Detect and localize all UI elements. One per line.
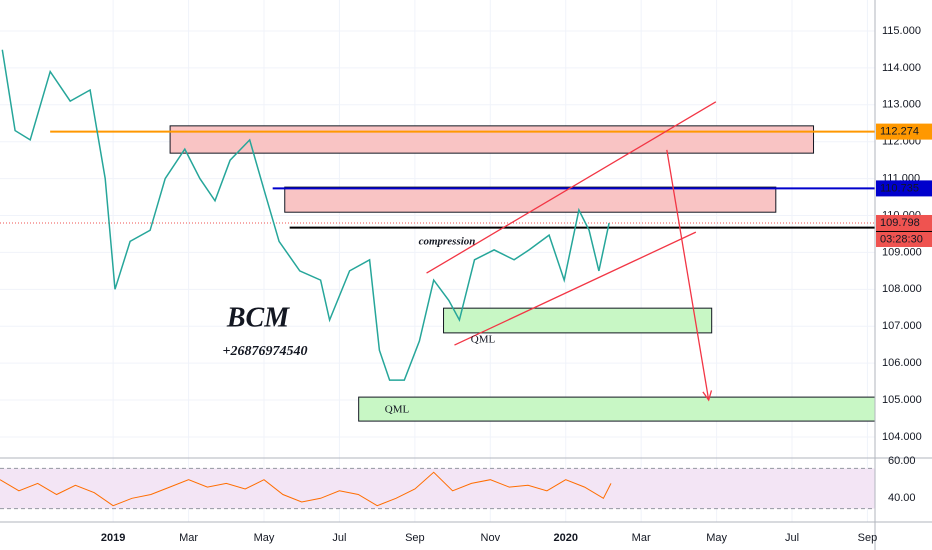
y-tick-label: 108.000 [882, 283, 922, 295]
trend-line [454, 231, 697, 346]
annotation: BCM [226, 302, 290, 333]
x-tick-label: Sep [858, 532, 878, 544]
zone [169, 125, 815, 154]
price-tag [876, 214, 932, 231]
price-line [0, 471, 612, 507]
trend-line [666, 149, 710, 401]
annotation: QML [471, 334, 496, 346]
price-tag-label: 110.735 [880, 182, 919, 194]
price-line [1, 49, 610, 381]
x-tick-label: May [706, 532, 727, 544]
x-tick-label: Mar [632, 532, 651, 544]
trend-line [426, 101, 717, 274]
y-tick-label: 113.000 [882, 99, 921, 111]
annotation: QML [385, 404, 410, 416]
x-tick-label: Sep [405, 532, 425, 544]
x-tick-label: Jul [785, 532, 799, 544]
y-tick-label: 109.000 [882, 246, 922, 258]
rsi-tick-label: 60.00 [888, 455, 916, 467]
x-tick-label: Mar [179, 532, 198, 544]
annotation: +26876974540 [223, 344, 308, 359]
rsi-band [0, 468, 875, 509]
x-tick-label: May [254, 532, 275, 544]
y-tick-label: 106.000 [882, 357, 922, 369]
price-tag [876, 123, 932, 140]
y-tick-label: 115.000 [882, 25, 921, 37]
arrow-head [702, 390, 713, 402]
price-tag-label: 112.274 [880, 126, 919, 138]
x-tick-label: Nov [481, 532, 501, 544]
price-tag-label: 109.798 [880, 217, 920, 229]
y-tick-label: 104.000 [882, 431, 922, 443]
x-tick-label: 2019 [101, 532, 125, 544]
price-tag [876, 180, 932, 197]
zone [358, 396, 876, 422]
x-tick-label: 2020 [553, 532, 577, 544]
countdown-label: 03:28:30 [880, 233, 923, 245]
zone [284, 186, 777, 213]
y-tick-label: 114.000 [882, 62, 921, 74]
zone [443, 307, 713, 334]
y-tick-label: 105.000 [882, 394, 922, 406]
rsi-tick-label: 40.00 [888, 492, 916, 504]
y-tick-label: 107.000 [882, 320, 922, 332]
countdown-tag [876, 231, 932, 247]
x-tick-label: Jul [332, 532, 346, 544]
annotation: compression [419, 236, 476, 248]
